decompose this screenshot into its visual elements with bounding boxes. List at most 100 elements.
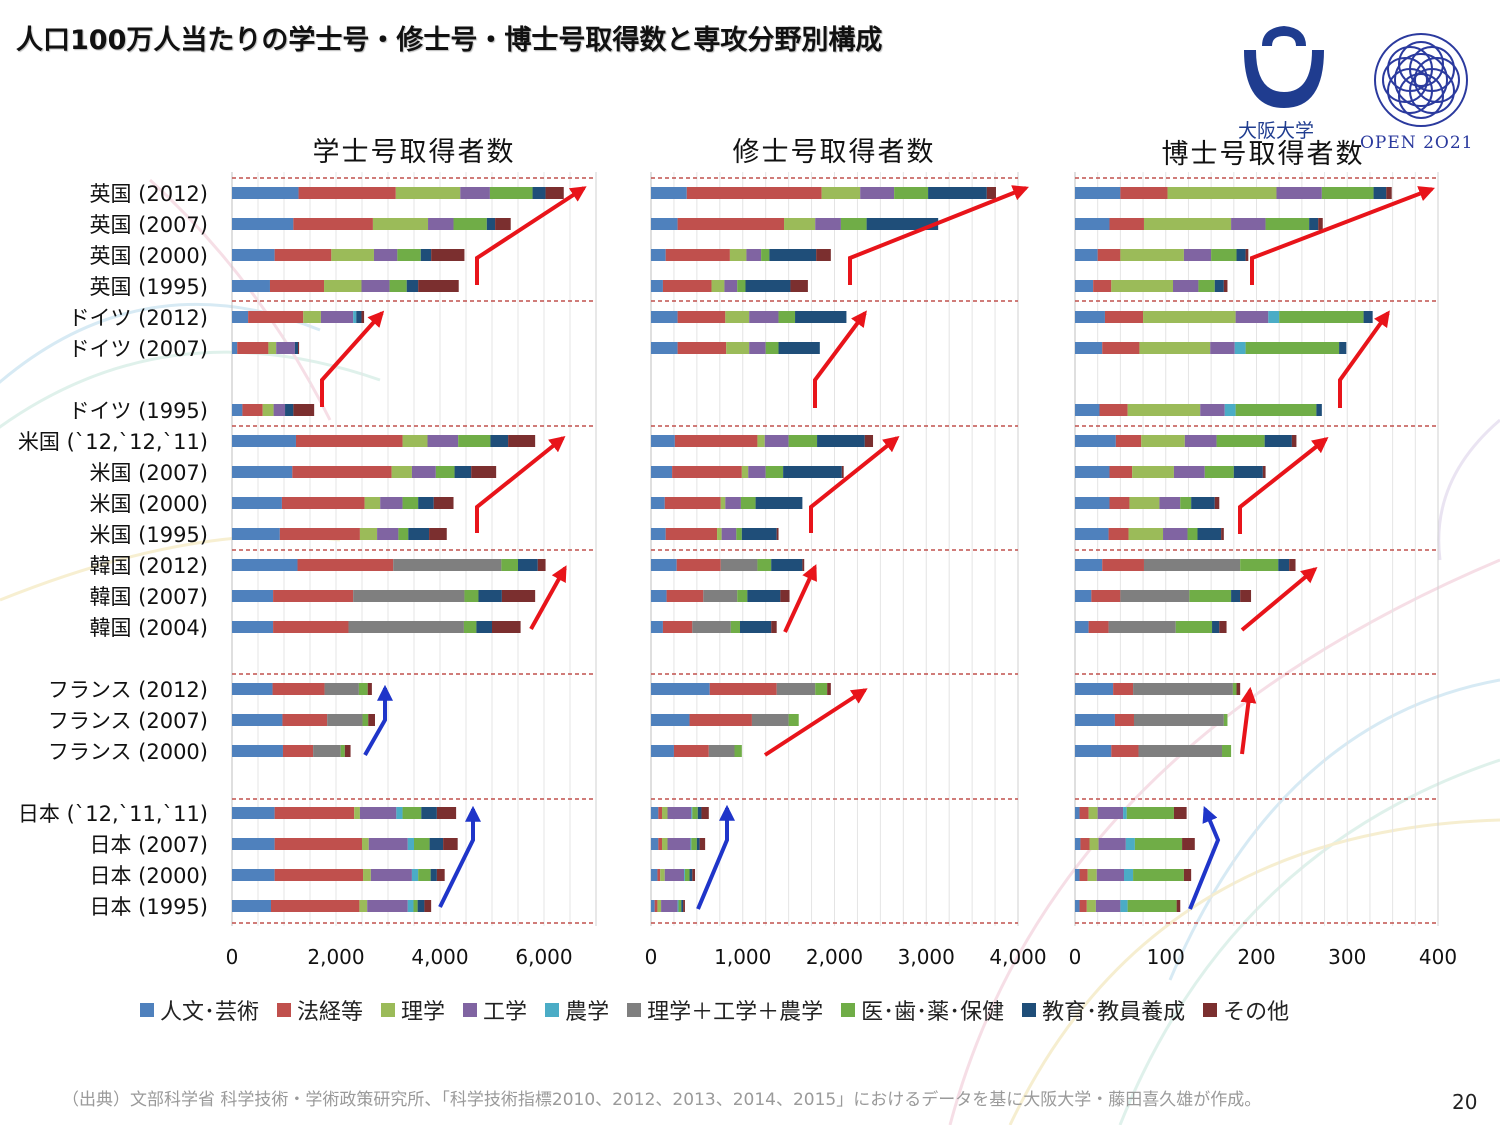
category-label: 日本 (2007) <box>89 833 208 857</box>
bar-segment <box>232 497 282 509</box>
bar-segment <box>1224 404 1236 416</box>
bar-segment <box>651 497 665 509</box>
bar-segment <box>356 311 362 323</box>
bar-segment <box>274 249 332 261</box>
bar-segment <box>1339 342 1347 354</box>
bar-segment <box>1182 838 1195 850</box>
bar-segment <box>651 528 666 540</box>
bar-segment <box>815 218 841 230</box>
legend-swatch <box>463 1003 478 1017</box>
legend-label: 理学 <box>401 1000 446 1025</box>
bar-segment <box>1075 497 1110 509</box>
bar-segment <box>232 869 275 881</box>
bar-segment <box>1143 559 1241 571</box>
bar-segment <box>1109 466 1133 478</box>
x-tick-label: 2,000 <box>806 945 863 969</box>
bar-segment <box>1184 435 1217 447</box>
bar-segment <box>696 838 700 850</box>
bar-segment <box>340 745 345 757</box>
bar-segment <box>414 838 430 850</box>
trend-arrow-red <box>763 688 868 757</box>
bar-segment <box>720 559 758 571</box>
bar-segment <box>654 900 658 912</box>
bar-segment <box>708 745 735 757</box>
bar-segment <box>1129 497 1160 509</box>
bar-segment <box>429 838 444 850</box>
bar-segment <box>1075 714 1115 726</box>
bar-segment <box>729 249 747 261</box>
bar-segment <box>1223 280 1228 292</box>
bar-segment <box>293 404 315 416</box>
panel-bachelor: 0 2,000 4,000 6,000 <box>226 172 597 969</box>
category-label: 英国 (1995) <box>89 275 208 299</box>
bar-segment <box>1210 342 1235 354</box>
open-event-label: OPEN 2O21 <box>1360 133 1474 153</box>
bar-segment <box>1075 528 1109 540</box>
bar-segment <box>662 807 668 819</box>
bar-segment <box>418 280 459 292</box>
bar-segment <box>683 900 685 912</box>
bar-segment <box>273 621 349 633</box>
panel-title-master: 修士号取得者数 <box>732 137 936 168</box>
bar-segment <box>298 342 300 354</box>
bar-segment <box>721 528 737 540</box>
bar-segment <box>327 714 363 726</box>
bar-segment <box>741 528 777 540</box>
category-label: 米国 (2007) <box>89 461 208 485</box>
bar-segment <box>545 187 564 199</box>
bar-segment <box>430 869 437 881</box>
bar-segment <box>690 838 692 850</box>
legend-item: 理学＋工学＋農学 <box>627 994 823 1026</box>
bar-segment <box>232 187 299 199</box>
legend-item: 農学 <box>545 994 609 1026</box>
bar-segment <box>1187 528 1198 540</box>
bar-segment <box>407 900 414 912</box>
bar-segment <box>1233 466 1263 478</box>
bar-segment <box>294 342 299 354</box>
bar-segment <box>402 497 419 509</box>
legend-item: 理学 <box>381 994 445 1026</box>
bar-segment <box>1075 900 1080 912</box>
bar-segment <box>232 435 296 447</box>
legend-item: 工学 <box>463 994 527 1026</box>
bar-segment <box>1318 218 1323 230</box>
bar-segment <box>476 621 492 633</box>
bar-segment <box>1109 218 1144 230</box>
bar-segment <box>1075 838 1081 850</box>
bar-segment <box>303 311 321 323</box>
bar-segment <box>1127 900 1177 912</box>
bar-segment <box>353 590 465 602</box>
bar-segment <box>737 590 748 602</box>
bar-segment <box>232 249 275 261</box>
bar-segment <box>780 590 790 602</box>
bar-segment <box>420 249 432 261</box>
trend-arrow-blue <box>696 804 735 910</box>
bar-segment <box>1214 497 1220 509</box>
bar-segment <box>274 838 362 850</box>
bar-segment <box>660 869 665 881</box>
bar-segment <box>986 187 996 199</box>
osaka-university-logo-icon <box>1244 26 1324 108</box>
bar-segment <box>237 342 269 354</box>
bar-segment <box>664 869 685 881</box>
bar-segment <box>692 807 698 819</box>
legend-label: 人文･芸術 <box>160 1000 260 1025</box>
bar-segment <box>282 745 314 757</box>
trend-arrow-red <box>1240 686 1257 755</box>
category-label: 英国 (2007) <box>89 213 208 237</box>
bar-segment <box>1123 807 1127 819</box>
bar-segment <box>1075 218 1110 230</box>
bar-segment <box>651 249 666 261</box>
bar-segment <box>282 714 328 726</box>
bar-segment <box>368 838 408 850</box>
bar-segment <box>373 249 398 261</box>
legend-label: 教育･教員養成 <box>1042 1000 1186 1025</box>
bar-segment <box>232 404 243 416</box>
bar-segment <box>232 683 273 695</box>
legend-swatch <box>1022 1003 1037 1017</box>
bar-segment <box>1198 280 1215 292</box>
bar-segment <box>1096 869 1125 881</box>
bar-segment <box>1079 900 1087 912</box>
bar-segment <box>816 249 831 261</box>
bar-segment <box>1204 466 1234 478</box>
